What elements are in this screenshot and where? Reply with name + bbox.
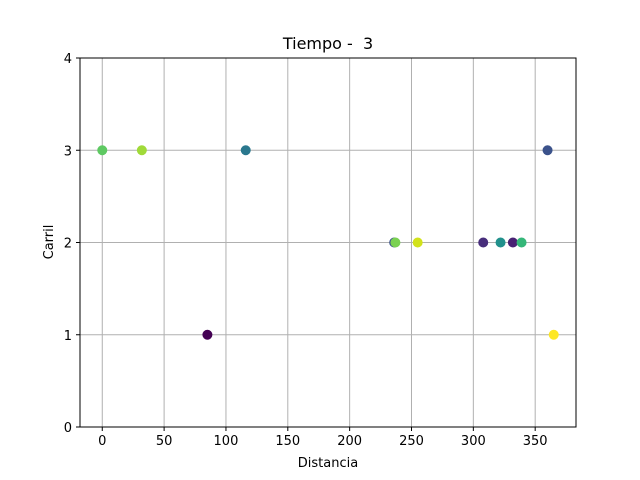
ticks: 0 50 100 150 200 250 300 350 0 1 2 3 4 bbox=[64, 52, 548, 449]
x-tick-label: 350 bbox=[523, 434, 548, 449]
data-point bbox=[390, 237, 401, 248]
data-point bbox=[136, 145, 147, 156]
data-point bbox=[240, 145, 251, 156]
data-point bbox=[97, 145, 108, 156]
data-point bbox=[478, 237, 489, 248]
y-tick-label: 1 bbox=[64, 329, 72, 344]
data-points bbox=[97, 145, 559, 340]
x-tick-label: 50 bbox=[156, 434, 173, 449]
data-point bbox=[412, 237, 423, 248]
x-tick-label: 300 bbox=[461, 434, 486, 449]
data-point bbox=[548, 329, 559, 340]
y-tick-label: 2 bbox=[64, 237, 72, 252]
data-point bbox=[495, 237, 506, 248]
data-point bbox=[542, 145, 553, 156]
chart-title: Tiempo - 3 bbox=[282, 34, 373, 53]
y-tick-label: 0 bbox=[64, 421, 72, 436]
x-tick-label: 250 bbox=[399, 434, 424, 449]
x-axis-label: Distancia bbox=[298, 456, 358, 471]
y-tick-label: 4 bbox=[64, 52, 72, 67]
data-point bbox=[516, 237, 527, 248]
x-tick-label: 150 bbox=[275, 434, 300, 449]
x-tick-label: 0 bbox=[98, 434, 106, 449]
x-tick-label: 200 bbox=[337, 434, 362, 449]
data-point bbox=[507, 237, 518, 248]
y-axis-label: Carril bbox=[42, 225, 57, 260]
y-tick-label: 3 bbox=[64, 144, 72, 159]
x-tick-label: 100 bbox=[214, 434, 239, 449]
data-point bbox=[202, 329, 213, 340]
